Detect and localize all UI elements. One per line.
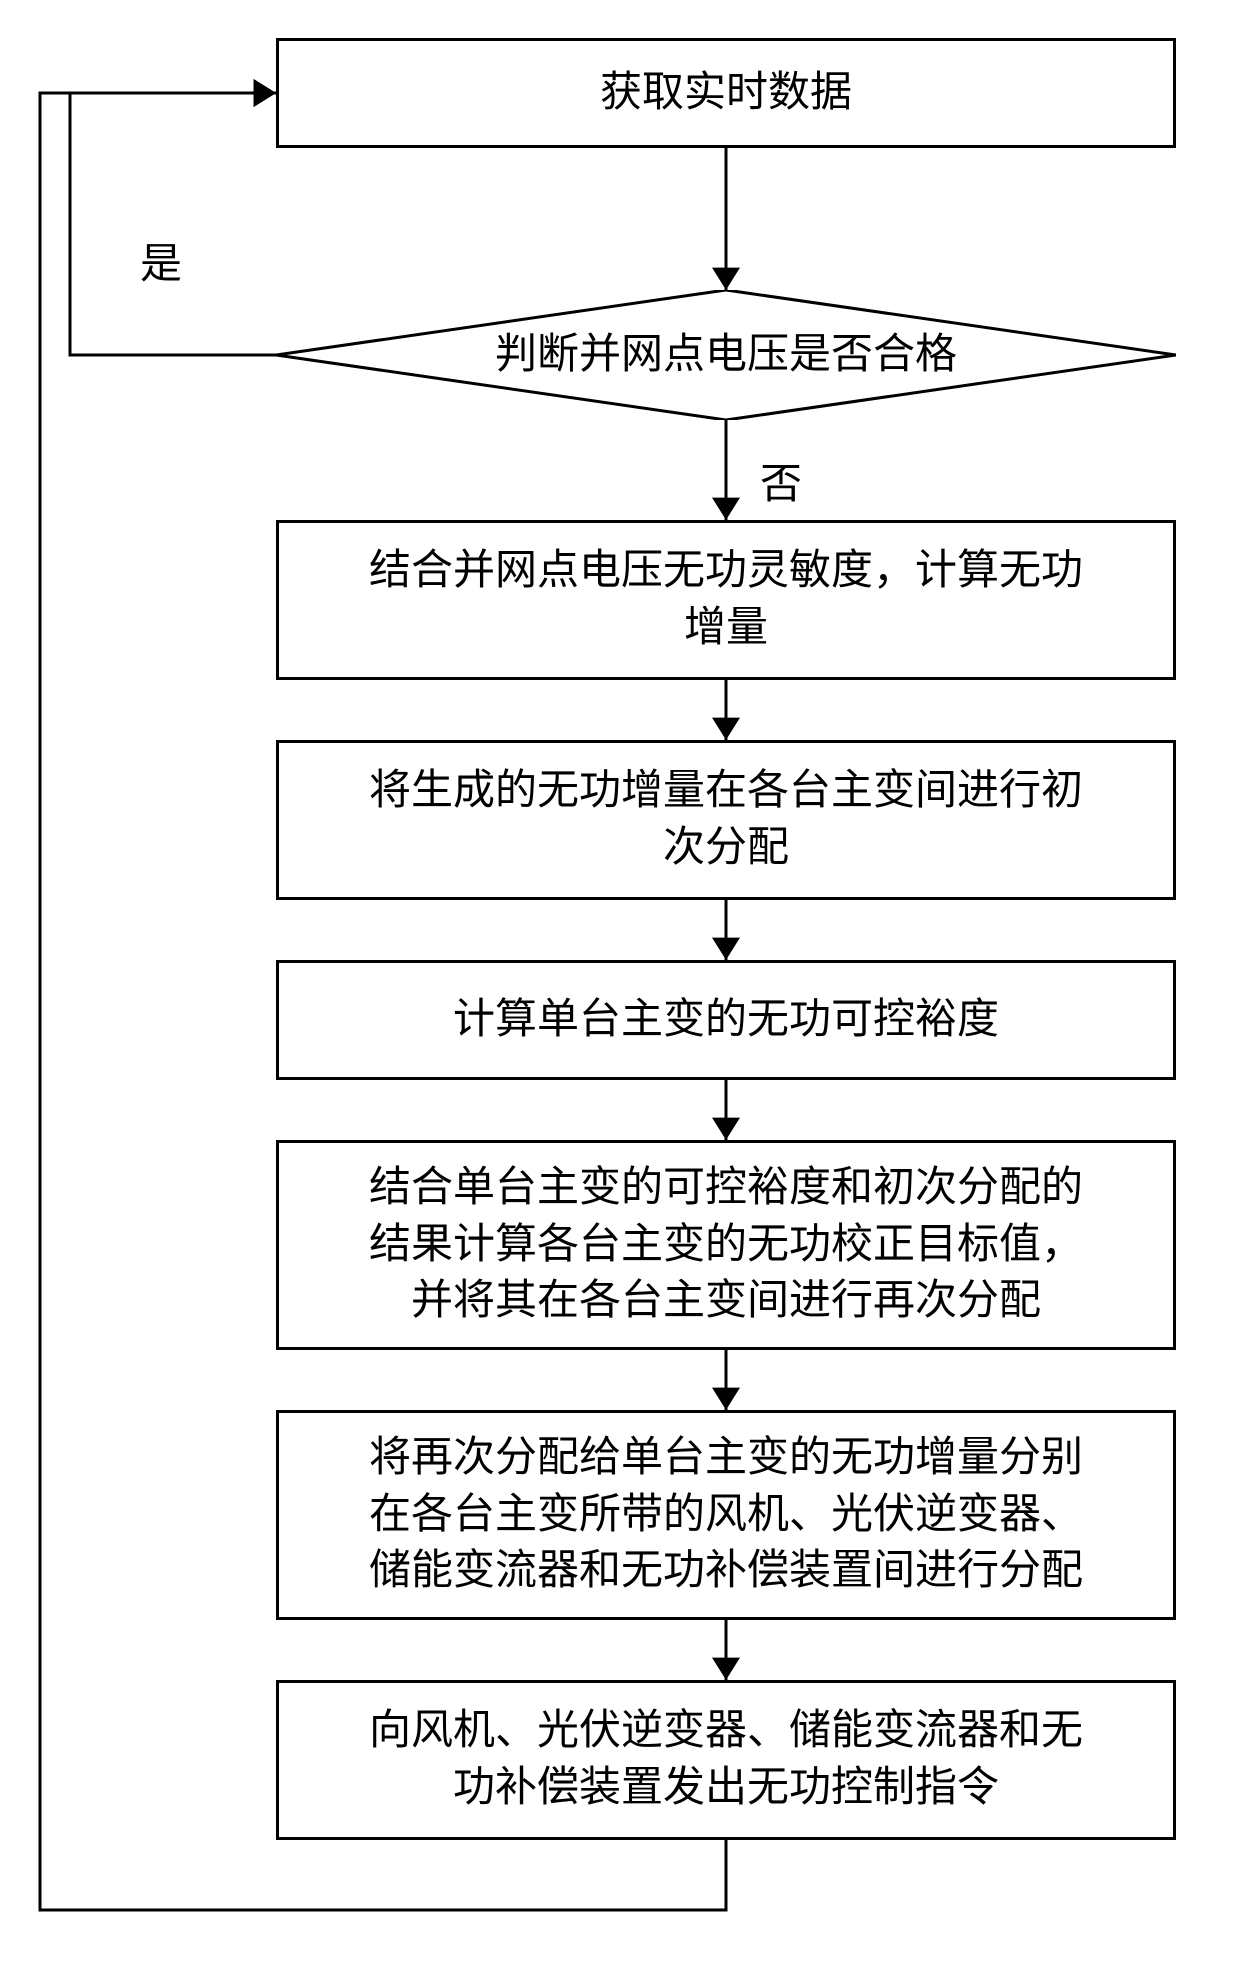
flow-node-n5: 计算单台主变的无功可控裕度: [276, 960, 1176, 1080]
flow-node-n7: 将再次分配给单台主变的无功增量分别 在各台主变所带的风机、光伏逆变器、 储能变流…: [276, 1410, 1176, 1620]
flow-node-n8: 向风机、光伏逆变器、储能变流器和无 功补偿装置发出无功控制指令: [276, 1680, 1176, 1840]
flow-label-yes: 是: [140, 230, 182, 291]
flow-node-n6: 结合单台主变的可控裕度和初次分配的 结果计算各台主变的无功校正目标值， 并将其在…: [276, 1140, 1176, 1350]
flow-node-n3: 结合并网点电压无功灵敏度，计算无功 增量: [276, 520, 1176, 680]
flowchart-canvas: 获取实时数据判断并网点电压是否合格结合并网点电压无功灵敏度，计算无功 增量将生成…: [0, 0, 1240, 1985]
flow-node-n2: 判断并网点电压是否合格: [276, 290, 1176, 420]
flow-node-n1: 获取实时数据: [276, 38, 1176, 148]
flow-label-no: 否: [760, 450, 802, 511]
flow-node-n4: 将生成的无功增量在各台主变间进行初 次分配: [276, 740, 1176, 900]
flow-node-text: 判断并网点电压是否合格: [276, 290, 1176, 420]
